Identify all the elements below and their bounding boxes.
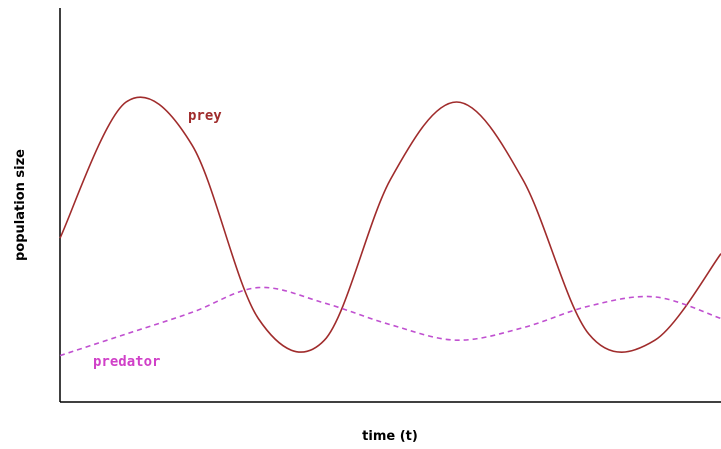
prey-series-line [59,96,721,353]
predator-label: predator [93,354,160,370]
x-axis-label: time (t) [362,429,418,444]
prey-label: prey [188,108,222,124]
predator-series-line [59,286,721,357]
series-layer [59,96,721,357]
y-axis-label: population size [13,149,28,261]
